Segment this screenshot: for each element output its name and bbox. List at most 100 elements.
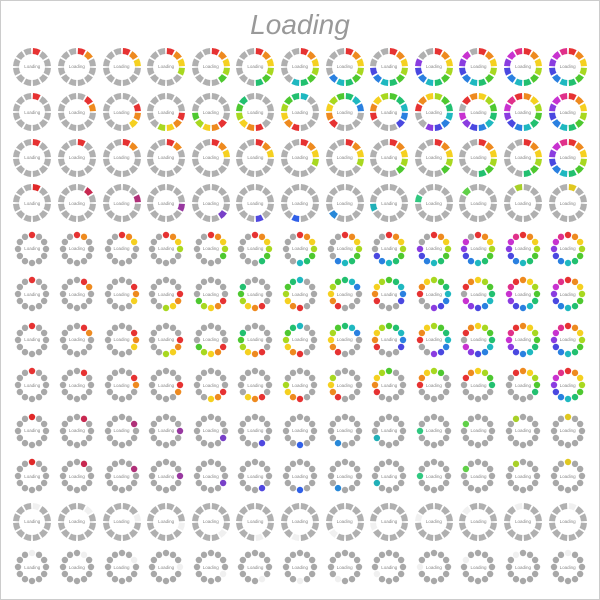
spinner-arc-icon	[58, 503, 96, 541]
loading-spinner: Loading	[192, 457, 230, 495]
spinner-cell: Loading	[11, 45, 54, 89]
spinner-dot-icon	[549, 275, 587, 313]
spinner-cell: Loading	[546, 318, 589, 362]
spinner-cell: Loading	[145, 273, 188, 317]
loading-spinner: Loading	[281, 457, 319, 495]
spinner-cell: Loading	[546, 546, 589, 590]
spinner-cell: Loading	[413, 409, 456, 453]
spinner-cell: Loading	[11, 227, 54, 271]
loading-spinner: Loading	[549, 184, 587, 222]
spinner-cell: Loading	[234, 227, 277, 271]
loading-spinner: Loading	[103, 93, 141, 131]
loading-spinner: Loading	[326, 93, 364, 131]
spinner-dot-icon	[326, 321, 364, 359]
loading-spinner: Loading	[415, 230, 453, 268]
spinner-dot-icon	[415, 366, 453, 404]
spinner-arc-icon	[236, 48, 274, 86]
loading-spinner: Loading	[326, 321, 364, 359]
loading-spinner: Loading	[192, 548, 230, 586]
spinner-dot-icon	[236, 321, 274, 359]
loading-spinner: Loading	[459, 366, 497, 404]
spinner-cell: Loading	[11, 91, 54, 135]
spinner-cell: Loading	[234, 91, 277, 135]
spinner-cell: Loading	[546, 364, 589, 408]
spinner-cell: Loading	[100, 500, 143, 544]
spinner-arc-icon	[370, 184, 408, 222]
spinner-dot-icon	[415, 457, 453, 495]
loading-spinner: Loading	[326, 548, 364, 586]
spinner-dot-icon	[281, 412, 319, 450]
loading-spinner: Loading	[281, 184, 319, 222]
loading-spinner: Loading	[459, 412, 497, 450]
spinner-cell: Loading	[56, 227, 99, 271]
spinner-arc-icon	[326, 48, 364, 86]
spinner-cell: Loading	[189, 546, 232, 590]
spinner-cell: Loading	[502, 45, 545, 89]
loading-spinner: Loading	[370, 139, 408, 177]
spinner-arc-icon	[103, 503, 141, 541]
spinner-cell: Loading	[279, 318, 322, 362]
loading-spinner: Loading	[459, 503, 497, 541]
spinner-arc-icon	[370, 503, 408, 541]
loading-spinner: Loading	[58, 93, 96, 131]
spinner-arc-icon	[58, 139, 96, 177]
spinner-cell: Loading	[502, 364, 545, 408]
spinner-dot-icon	[370, 548, 408, 586]
spinner-cell: Loading	[279, 546, 322, 590]
spinner-cell: Loading	[11, 364, 54, 408]
loading-spinner: Loading	[459, 275, 497, 313]
loading-spinner: Loading	[13, 548, 51, 586]
spinner-arc-icon	[504, 93, 542, 131]
spinner-cell: Loading	[145, 455, 188, 499]
loading-spinner: Loading	[504, 412, 542, 450]
spinner-cell: Loading	[502, 455, 545, 499]
spinner-dot-icon	[103, 548, 141, 586]
loading-spinner: Loading	[236, 548, 274, 586]
loading-spinner: Loading	[192, 230, 230, 268]
loading-spinner: Loading	[192, 139, 230, 177]
spinner-dot-icon	[370, 457, 408, 495]
spinner-cell: Loading	[279, 227, 322, 271]
loading-spinner: Loading	[192, 412, 230, 450]
loading-spinner: Loading	[147, 548, 185, 586]
spinner-dot-icon	[192, 366, 230, 404]
spinner-arc-icon	[103, 48, 141, 86]
spinner-cell: Loading	[457, 500, 500, 544]
loading-spinner: Loading	[549, 366, 587, 404]
spinner-cell: Loading	[189, 227, 232, 271]
loading-spinner: Loading	[147, 93, 185, 131]
loading-spinner: Loading	[326, 503, 364, 541]
spinner-cell: Loading	[457, 227, 500, 271]
spinner-dot-icon	[236, 275, 274, 313]
loading-spinner: Loading	[549, 548, 587, 586]
loading-spinner: Loading	[549, 457, 587, 495]
loading-spinner: Loading	[504, 275, 542, 313]
spinner-arc-icon	[504, 184, 542, 222]
spinner-arc-icon	[326, 93, 364, 131]
loading-spinner: Loading	[236, 139, 274, 177]
spinner-cell: Loading	[413, 273, 456, 317]
loading-spinner: Loading	[415, 48, 453, 86]
spinner-cell: Loading	[368, 546, 411, 590]
loading-spinner: Loading	[13, 366, 51, 404]
spinner-arc-icon	[236, 139, 274, 177]
spinner-arc-icon	[147, 93, 185, 131]
spinner-dot-icon	[415, 230, 453, 268]
spinner-dot-icon	[326, 275, 364, 313]
spinner-cell: Loading	[368, 91, 411, 135]
spinner-cell: Loading	[502, 136, 545, 180]
spinner-arc-icon	[58, 48, 96, 86]
loading-spinner: Loading	[504, 48, 542, 86]
loading-spinner: Loading	[281, 412, 319, 450]
spinner-cell: Loading	[546, 136, 589, 180]
loading-spinner: Loading	[103, 275, 141, 313]
spinner-dot-icon	[147, 366, 185, 404]
spinner-cell: Loading	[502, 273, 545, 317]
spinner-cell: Loading	[546, 409, 589, 453]
spinner-cell: Loading	[145, 91, 188, 135]
spinner-cell: Loading	[323, 45, 366, 89]
spinner-cell: Loading	[502, 91, 545, 135]
spinner-dot-icon	[415, 275, 453, 313]
spinner-cell: Loading	[279, 182, 322, 226]
spinner-arc-icon	[415, 184, 453, 222]
